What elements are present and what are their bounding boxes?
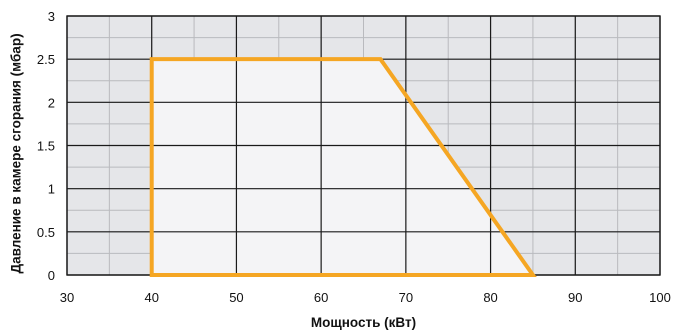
operating-region-fill xyxy=(151,59,533,275)
y-tick-label: 3 xyxy=(48,9,55,24)
x-tick-label: 50 xyxy=(229,290,243,305)
y-tick-label: 1.5 xyxy=(37,139,55,154)
y-tick-label: 1 xyxy=(48,182,55,197)
x-tick-label: 60 xyxy=(314,290,328,305)
operating-boundary-line xyxy=(149,57,537,277)
y-tick-label: 0 xyxy=(48,268,55,283)
x-tick-label: 30 xyxy=(60,290,74,305)
operating-region-layer xyxy=(151,59,533,275)
operating-boundary-layer xyxy=(149,57,537,277)
x-tick-label: 40 xyxy=(144,290,158,305)
x-tick-label: 100 xyxy=(649,290,671,305)
x-tick-label: 80 xyxy=(483,290,497,305)
x-axis-title: Мощность (кВт) xyxy=(311,315,416,330)
y-axis-ticks: 0 0.5 1 1.5 2 2.5 3 xyxy=(37,9,55,283)
y-tick-label: 0.5 xyxy=(37,225,55,240)
y-axis-title: Давление в камере сгорания (мбар) xyxy=(9,33,24,273)
x-tick-label: 70 xyxy=(399,290,413,305)
x-tick-label: 90 xyxy=(568,290,582,305)
x-axis-ticks: 30 40 50 60 70 80 90 100 xyxy=(60,290,671,305)
y-tick-label: 2.5 xyxy=(37,52,55,67)
y-tick-label: 2 xyxy=(48,95,55,110)
